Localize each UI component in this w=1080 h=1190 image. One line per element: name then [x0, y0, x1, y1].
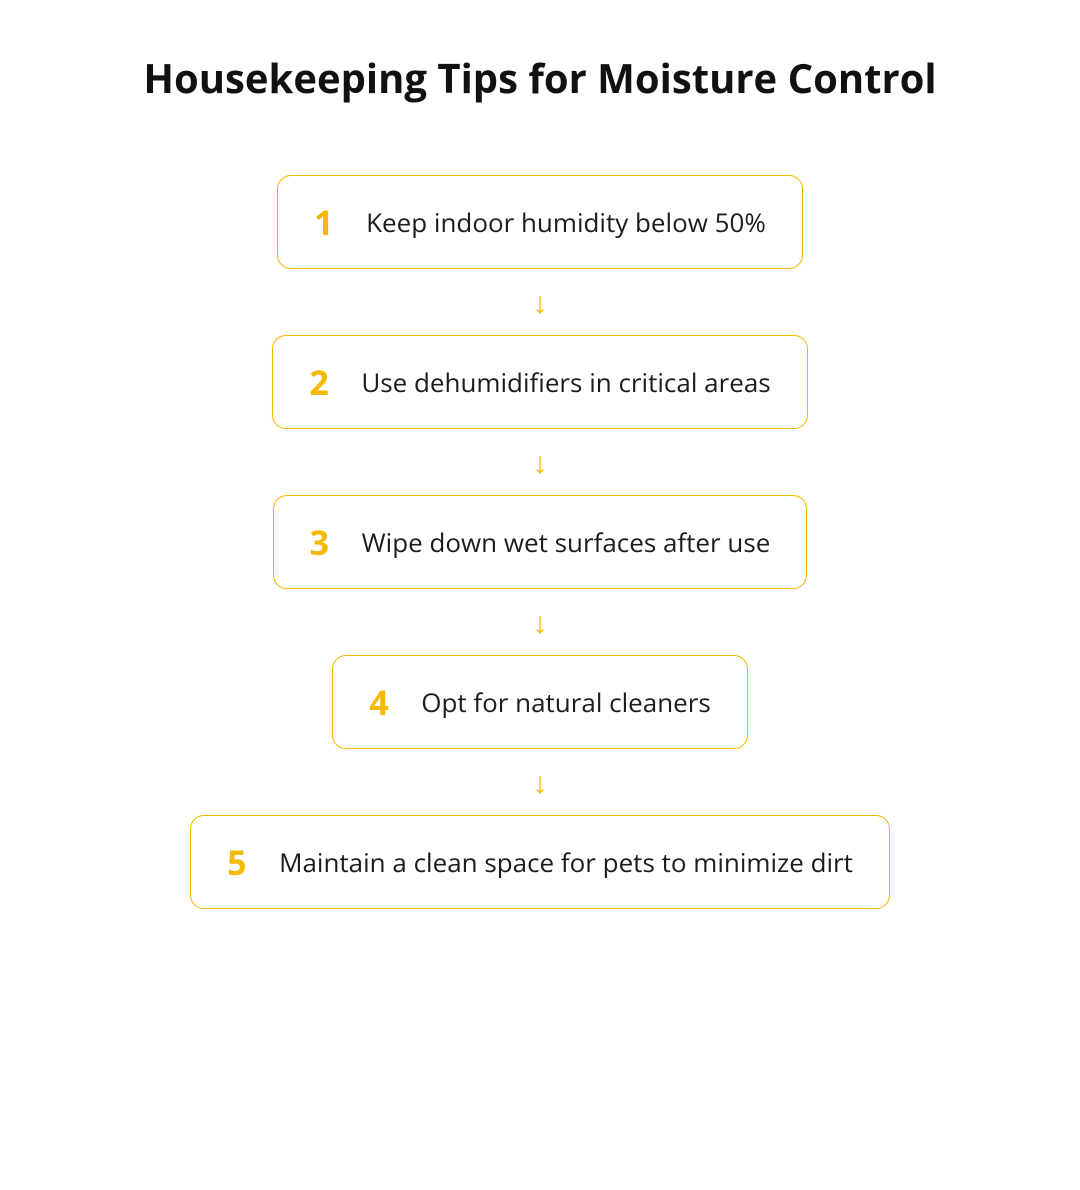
step-number: 3 [310, 525, 338, 559]
arrow-down-icon: ↓ [533, 287, 548, 317]
step-number: 1 [314, 205, 342, 239]
arrow-down-icon: ↓ [533, 767, 548, 797]
step-text: Keep indoor humidity below 50% [366, 204, 766, 240]
step-text: Opt for natural cleaners [421, 684, 711, 720]
step-text: Use dehumidifiers in critical areas [361, 364, 770, 400]
step-text: Maintain a clean space for pets to minim… [279, 844, 853, 880]
flow-step: 4 Opt for natural cleaners [332, 655, 748, 749]
flowchart: 1 Keep indoor humidity below 50% ↓ 2 Use… [60, 175, 1020, 909]
flow-step: 1 Keep indoor humidity below 50% [277, 175, 803, 269]
arrow-down-icon: ↓ [533, 447, 548, 477]
step-number: 4 [369, 685, 397, 719]
page-title: Housekeeping Tips for Moisture Control [60, 50, 1020, 105]
arrow-down-icon: ↓ [533, 607, 548, 637]
flow-step: 5 Maintain a clean space for pets to min… [190, 815, 890, 909]
step-number: 2 [309, 365, 337, 399]
step-number: 5 [227, 845, 255, 879]
flow-step: 2 Use dehumidifiers in critical areas [272, 335, 807, 429]
flow-step: 3 Wipe down wet surfaces after use [273, 495, 808, 589]
step-text: Wipe down wet surfaces after use [362, 524, 771, 560]
